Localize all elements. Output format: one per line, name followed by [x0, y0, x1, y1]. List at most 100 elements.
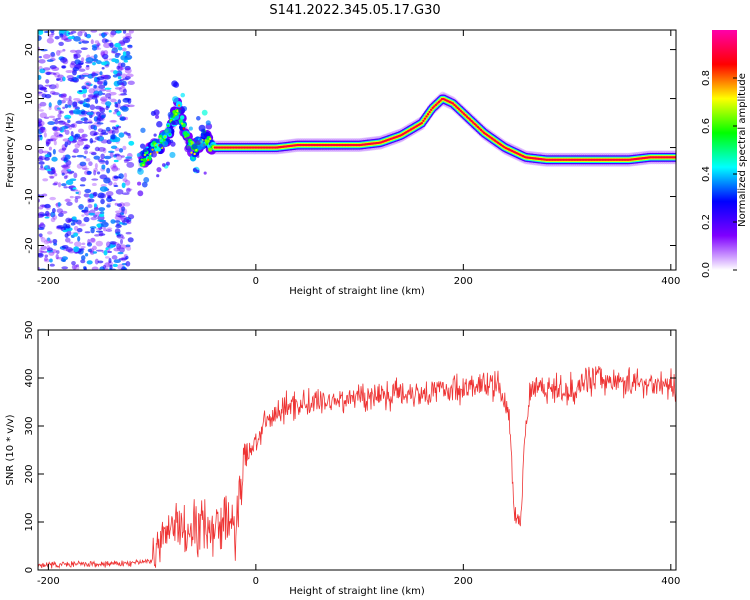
spectrogram-noise-blob — [87, 203, 93, 209]
spectrogram-noise-blob — [62, 48, 66, 52]
spectrogram-noise-blob — [85, 65, 90, 71]
spectrogram-noise-blob — [99, 186, 108, 192]
spectrogram-noise-blob — [49, 176, 54, 179]
spectrogram-noise-blob — [108, 109, 112, 113]
spectrogram-noise-blob — [64, 114, 72, 120]
spectrogram-noise-blob — [61, 244, 69, 249]
spectrogram-noise-blob — [49, 240, 53, 244]
spectrogram-noise-blob — [80, 110, 88, 115]
spectrogram-track-cell — [148, 156, 151, 159]
spectrogram-noise-blob — [101, 164, 106, 170]
spectrogram-track-cell — [476, 125, 480, 129]
spectrogram-noise-blob — [64, 117, 70, 121]
spectrogram-track-cell — [156, 151, 159, 154]
spectrogram-noise-blob — [127, 134, 132, 139]
spectrogram-noise-blob — [58, 41, 64, 46]
spectrogram-noise-blob — [62, 259, 66, 262]
snr-x-ticks: -200 0 200 400 — [37, 330, 680, 587]
spectrogram-track-cell — [140, 158, 143, 161]
spectrogram-noise-blob — [119, 116, 126, 121]
spectrogram-scatter-dot — [156, 174, 160, 178]
spectrogram-noise-blob — [112, 263, 118, 268]
spectrogram-y-axis-label: Frequency (Hz) — [5, 112, 16, 188]
spectrogram-noise-blob — [99, 98, 107, 102]
spectrogram-noise-blob — [96, 111, 101, 117]
spectrogram-noise-blob — [52, 73, 57, 76]
spectrogram-noise-blob — [38, 30, 44, 35]
spectrogram-noise-blob — [100, 61, 108, 66]
spectrogram-noise-blob — [66, 169, 72, 172]
spectrogram-noise-blob — [70, 123, 76, 128]
spectrogram-noise-blob — [105, 89, 112, 93]
spectrogram-scatter-dot — [151, 151, 157, 158]
spectrogram-noise-blob — [62, 138, 70, 142]
spectrogram-noise-blob — [49, 258, 53, 263]
spectrogram-noise-blob — [75, 264, 80, 268]
spectrogram-noise-blob — [68, 95, 72, 101]
spectrogram-noise-blob — [74, 64, 82, 70]
spectrogram-noise-blob — [69, 49, 77, 53]
spectrogram-noise-blob — [82, 146, 89, 150]
spectrogram-noise-blob — [110, 30, 117, 36]
spectrogram-noise-blob — [81, 134, 86, 138]
spectrogram-noise-blob — [51, 32, 55, 36]
spectrogram-noise-blob — [90, 237, 96, 243]
spectrogram-noise-blob — [106, 204, 111, 208]
spectrogram-noise-blob — [85, 82, 90, 85]
spectrogram-track-cell — [182, 127, 185, 130]
spectrogram-noise-blob — [116, 154, 123, 161]
spectrogram-noise-blob — [38, 56, 42, 59]
spectrogram-noise-blob — [93, 169, 97, 176]
spectrogram-noise-blob — [91, 96, 98, 100]
spectrogram-track-cell — [457, 108, 461, 111]
spectrogram-noise-blob — [61, 122, 69, 126]
spectrogram-noise-blob — [114, 127, 119, 134]
spectrogram-noise-blob — [94, 136, 100, 141]
spectrogram-noise-blob — [42, 67, 51, 71]
spectrogram-noise-blob — [48, 251, 55, 256]
spectrogram-noise-blob — [78, 223, 86, 227]
spectrogram-noise-blob — [81, 133, 88, 138]
spectrogram-scatter-dot — [153, 133, 157, 137]
spectrogram-scatter-dot — [161, 140, 169, 148]
spectrogram-noise-blob — [41, 150, 50, 154]
spectrogram-noise-blob — [95, 227, 102, 231]
spectrogram-noise-blob — [98, 159, 106, 164]
spectrogram-track-cell — [429, 108, 433, 112]
spectrogram-noise-blob — [81, 85, 87, 90]
spectrogram-noise-blob — [80, 247, 85, 251]
spectrogram-noise-blob — [125, 73, 134, 78]
spectrogram-noise-blob — [81, 40, 90, 44]
spectrogram-noise-blob — [124, 57, 132, 61]
spectrogram-scatter-dot — [199, 142, 206, 150]
spectrogram-noise-blob — [59, 30, 67, 34]
spectrogram-noise-blob — [43, 116, 50, 119]
spectrogram-noise-blob — [78, 90, 83, 93]
spectrogram-noise-blob — [122, 30, 127, 34]
spectrogram-noise-blob — [119, 221, 123, 225]
spectrogram-y-tick-label: 0 — [24, 144, 35, 150]
spectrogram-scatter-dot — [143, 147, 148, 153]
spectrogram-noise-blob — [76, 99, 85, 104]
spectrogram-noise-blob — [97, 128, 104, 133]
spectrogram-track-cell — [205, 142, 209, 146]
colorbar-tick-label: 0.4 — [701, 166, 712, 182]
spectrogram-noise-blob — [94, 258, 99, 265]
spectrogram-scatter-dot — [136, 152, 141, 157]
spectrogram-noise-blob — [108, 91, 117, 96]
spectrogram-noise-blob — [103, 228, 108, 232]
spectrogram-noise-blob — [39, 250, 44, 253]
spectrogram-noise-blob — [95, 240, 103, 247]
spectrogram-noise-blob — [57, 202, 61, 207]
spectrogram-noise-blob — [63, 186, 68, 189]
spectrogram-noise-blob — [91, 178, 99, 181]
spectrogram-noise-blob — [120, 93, 128, 96]
snr-y-ticks: 0 100 200 300 400 500 — [24, 320, 676, 573]
spectrogram-noise-blob — [82, 93, 87, 98]
spectrogram-noise-blob — [48, 115, 56, 119]
spectrogram-track-cell — [151, 148, 154, 151]
spectrogram-noise-blob — [75, 191, 79, 195]
spectrogram-noise-blob — [71, 216, 77, 221]
spectrogram-track-cell — [467, 116, 470, 120]
